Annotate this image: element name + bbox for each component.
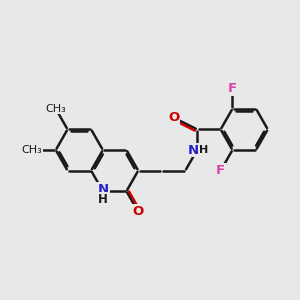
Text: CH₃: CH₃ [45, 104, 66, 114]
Text: H: H [199, 145, 208, 155]
Text: H: H [98, 193, 108, 206]
Text: CH₃: CH₃ [22, 145, 43, 155]
Text: O: O [168, 111, 179, 124]
Text: N: N [188, 143, 199, 157]
Text: O: O [133, 205, 144, 218]
Text: F: F [216, 164, 225, 177]
Text: N: N [97, 183, 109, 196]
Text: F: F [228, 82, 237, 95]
